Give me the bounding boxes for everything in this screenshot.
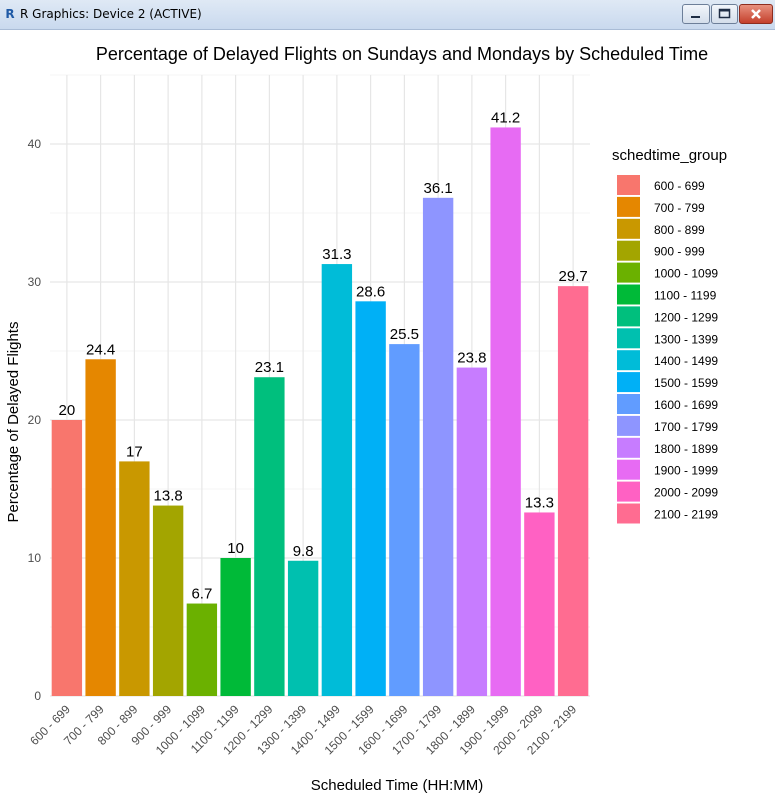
bar — [287, 560, 319, 696]
maximize-icon — [718, 8, 731, 19]
bar — [119, 461, 150, 696]
legend-label: 1200 - 1299 — [654, 310, 718, 324]
bar — [51, 420, 83, 696]
bar — [321, 264, 353, 696]
bar — [389, 344, 420, 696]
y-axis-title: Percentage of Delayed Flights — [5, 322, 22, 523]
legend-label: 1900 - 1999 — [654, 464, 718, 478]
legend-label: 1800 - 1899 — [654, 442, 718, 456]
y-tick-label: 30 — [28, 275, 42, 289]
data-label: 10 — [227, 540, 244, 557]
legend-label: 2100 - 2199 — [654, 508, 718, 522]
legend-label: 1100 - 1199 — [654, 289, 717, 303]
data-label: 41.2 — [491, 109, 520, 126]
legend-label: 1300 - 1399 — [654, 332, 718, 346]
y-tick-label: 40 — [28, 137, 42, 151]
close-button[interactable] — [739, 4, 773, 24]
data-label: 24.4 — [86, 341, 115, 358]
y-tick-label: 20 — [28, 413, 42, 427]
data-label: 20 — [59, 402, 76, 419]
bar — [456, 367, 488, 696]
chart-background — [0, 30, 775, 796]
legend-label: 600 - 699 — [654, 179, 705, 193]
legend-title: schedtime_group — [612, 147, 727, 164]
legend-key — [617, 503, 640, 524]
bar — [186, 603, 218, 696]
legend-label: 1700 - 1799 — [654, 420, 718, 434]
data-label: 13.3 — [525, 494, 554, 511]
legend-label: 800 - 899 — [654, 223, 705, 237]
bar — [557, 286, 589, 696]
y-tick-label: 10 — [28, 551, 42, 565]
data-label: 25.5 — [390, 326, 419, 343]
bar — [220, 558, 251, 696]
legend-key — [617, 284, 640, 305]
legend-label: 1500 - 1599 — [654, 376, 718, 390]
legend-key — [617, 459, 640, 480]
data-label: 36.1 — [424, 180, 453, 197]
data-label: 23.8 — [457, 350, 486, 367]
y-tick-label: 0 — [34, 689, 41, 703]
legend-key — [617, 306, 640, 327]
legend-key — [617, 240, 640, 261]
data-label: 23.1 — [255, 359, 284, 376]
bar — [490, 127, 521, 696]
legend-label: 1600 - 1699 — [654, 398, 718, 412]
x-axis-title: Scheduled Time (HH:MM) — [311, 777, 484, 794]
data-label: 28.6 — [356, 283, 385, 300]
y-axis: 0 10 20 30 40 — [28, 137, 42, 703]
bar — [524, 512, 555, 696]
chart-title: Percentage of Delayed Flights on Sundays… — [96, 44, 708, 64]
window-titlebar[interactable]: R R Graphics: Device 2 (ACTIVE) — [0, 0, 775, 30]
legend-key — [617, 481, 640, 502]
legend-key — [617, 415, 640, 436]
minimize-button[interactable] — [682, 4, 710, 24]
data-label: 9.8 — [293, 543, 314, 560]
chart: Percentage of Delayed Flights on Sundays… — [0, 30, 775, 796]
legend-key — [617, 394, 640, 414]
data-label: 13.8 — [154, 488, 183, 505]
bar — [355, 301, 386, 696]
legend-key — [617, 262, 640, 283]
legend-key — [617, 328, 640, 349]
minimize-icon — [691, 16, 700, 18]
data-label: 6.7 — [191, 586, 212, 603]
legend-label: 700 - 799 — [654, 201, 705, 215]
data-label: 31.3 — [322, 246, 351, 263]
bar — [422, 197, 454, 696]
data-label: 29.7 — [559, 268, 588, 285]
legend-label: 1000 - 1099 — [654, 267, 718, 281]
legend-label: 900 - 999 — [654, 245, 705, 259]
close-icon — [751, 9, 761, 19]
legend-key — [617, 350, 640, 371]
legend: schedtime_group 600 - 699 700 - 799 800 - … — [612, 147, 727, 524]
legend-label: 1400 - 1499 — [654, 354, 718, 368]
data-label: 17 — [126, 443, 143, 460]
bar — [254, 377, 285, 696]
legend-key — [617, 175, 640, 195]
value-labels: 20 24.4 17 13.8 6.7 10 23.1 9.8 31.3 28.6 25.5 36.1… — [59, 109, 588, 602]
legend-key — [617, 196, 640, 217]
legend-label: 2000 - 2099 — [654, 486, 718, 500]
legend-key — [617, 218, 640, 239]
maximize-button[interactable] — [711, 4, 738, 24]
legend-key — [617, 437, 640, 458]
bars — [51, 127, 589, 696]
bar — [152, 505, 184, 696]
legend-key — [617, 372, 640, 393]
window-title: R Graphics: Device 2 (ACTIVE) — [20, 7, 202, 21]
bar — [85, 359, 116, 696]
r-app-icon: R — [5, 7, 15, 21]
